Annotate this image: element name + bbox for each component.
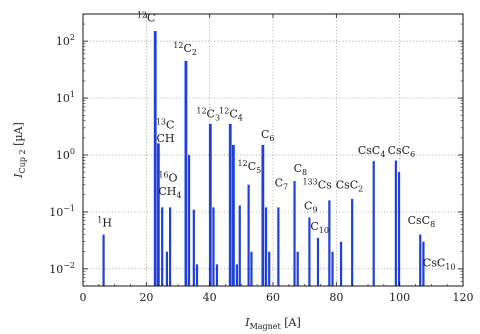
peak-label: CsC6 — [388, 144, 416, 159]
peak-label: 12C4 — [219, 106, 243, 122]
peak-label: 1H — [97, 216, 112, 230]
x-axis-label: IMagnet [A] — [244, 316, 301, 331]
peak-label: C8 — [294, 162, 308, 177]
peak-label: 12C3 — [196, 106, 220, 122]
y-axis-label: ICup 2 [µA] — [12, 122, 27, 179]
spectrum-trace — [102, 31, 425, 286]
peak-label: CsC2 — [336, 178, 364, 193]
x-tick-label: 100 — [389, 291, 410, 304]
peak-label: CsC10 — [423, 257, 456, 272]
peak-label: 12C2 — [173, 41, 197, 57]
peak-label: CH — [156, 132, 174, 145]
x-tick-label: 0 — [80, 291, 87, 304]
x-tick-label: 120 — [453, 291, 474, 304]
peak-label: 12C — [137, 11, 156, 25]
peak-label: CsC8 — [408, 214, 436, 229]
x-tick-label: 40 — [203, 291, 217, 304]
x-tick-label: 20 — [139, 291, 153, 304]
grid-lines — [83, 14, 463, 286]
y-tick-label: 101 — [56, 90, 75, 105]
peak-label: C10 — [310, 220, 329, 235]
peak-label: C9 — [304, 200, 318, 215]
peak-label: CH4 — [158, 185, 181, 200]
peak-label: C6 — [261, 128, 275, 143]
y-tick-label: 10−2 — [49, 261, 75, 276]
x-tick-label: 80 — [329, 291, 343, 304]
axis-ticks: 0 20 40 60 80 100 120 10−2 10−1 100 101 102 — [49, 14, 474, 304]
peak-label: 13C — [156, 118, 175, 132]
peak-label: 133Cs — [302, 177, 332, 191]
y-tick-label: 102 — [56, 33, 75, 48]
peak-label: 16O — [158, 171, 177, 185]
x-tick-label: 60 — [266, 291, 280, 304]
y-tick-label: 10−1 — [49, 204, 75, 219]
peak-label: 12C5 — [238, 159, 262, 175]
peak-label: C7 — [275, 176, 289, 191]
y-tick-label: 100 — [56, 147, 75, 162]
peak-label: CsC4 — [358, 144, 386, 159]
